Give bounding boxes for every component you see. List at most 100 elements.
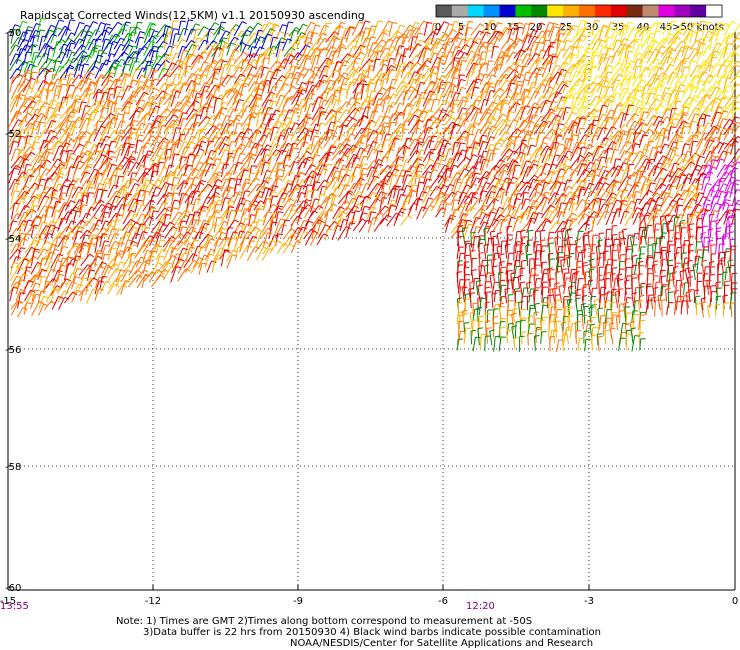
wind-barb bbox=[562, 56, 568, 71]
wind-barb-flag bbox=[633, 39, 639, 43]
wind-barb bbox=[449, 36, 457, 52]
wind-barb-flag bbox=[555, 64, 561, 68]
wind-barb-flag bbox=[673, 118, 679, 121]
wind-barb-flag bbox=[684, 45, 691, 48]
wind-barb-flag bbox=[436, 41, 442, 44]
wind-barb-flag bbox=[474, 86, 480, 89]
wind-barb-flag bbox=[310, 103, 316, 106]
wind-barb bbox=[548, 64, 557, 80]
wind-barb-flag bbox=[216, 97, 222, 100]
wind-barb-flag bbox=[389, 146, 395, 148]
wind-barb-flag bbox=[477, 107, 483, 111]
wind-barb-flag bbox=[273, 100, 279, 104]
wind-barb-flag bbox=[245, 182, 251, 185]
wind-barb bbox=[332, 143, 341, 156]
wind-barb-flag bbox=[370, 36, 377, 39]
wind-barb bbox=[191, 106, 202, 120]
wind-barb-flag bbox=[20, 48, 26, 51]
wind-barb bbox=[9, 141, 14, 156]
wind-barb-flag bbox=[463, 99, 468, 103]
wind-barb-flag bbox=[58, 183, 64, 187]
wind-barb-flag bbox=[497, 182, 503, 186]
wind-barb-flag bbox=[277, 79, 283, 82]
wind-barb-flag bbox=[635, 38, 641, 41]
wind-barb bbox=[611, 82, 620, 98]
wind-barb-flag bbox=[186, 95, 191, 100]
wind-barb bbox=[275, 83, 285, 99]
wind-barb-flag bbox=[687, 73, 693, 77]
wind-barb-flag bbox=[518, 73, 524, 77]
wind-barb-flag bbox=[253, 104, 259, 107]
wind-barb bbox=[184, 113, 195, 128]
wind-barb-flag bbox=[35, 80, 41, 83]
wind-barb-flag bbox=[362, 173, 368, 176]
wind-barb-flag bbox=[415, 27, 421, 31]
wind-barb-flag bbox=[153, 50, 159, 53]
wind-barb bbox=[367, 110, 374, 126]
wind-barb-flag bbox=[715, 74, 720, 78]
wind-barb-flag bbox=[66, 119, 72, 123]
wind-barb-flag bbox=[258, 88, 264, 91]
wind-barb-flag bbox=[95, 29, 101, 33]
wind-barb bbox=[360, 68, 370, 80]
wind-barb bbox=[143, 28, 151, 44]
wind-barb-flag bbox=[326, 57, 332, 62]
wind-barb bbox=[226, 36, 235, 49]
wind-barb-flag bbox=[585, 77, 591, 81]
wind-barb-flag bbox=[611, 43, 617, 47]
wind-barb bbox=[549, 92, 558, 108]
wind-barb bbox=[513, 136, 517, 150]
wind-barb-flag bbox=[151, 126, 158, 129]
wind-barb bbox=[373, 124, 382, 135]
wind-barb-flag bbox=[719, 21, 725, 26]
wind-barb-flag bbox=[208, 30, 214, 35]
wind-barb bbox=[73, 44, 83, 57]
wind-barb bbox=[261, 22, 270, 35]
wind-barb bbox=[254, 54, 261, 70]
wind-barb bbox=[211, 47, 218, 64]
wind-barb-flag bbox=[271, 170, 277, 173]
wind-barb bbox=[731, 75, 737, 92]
wind-barb-flag bbox=[512, 176, 518, 180]
wind-barb-flag bbox=[306, 58, 312, 60]
wind-barb-flag bbox=[723, 110, 729, 113]
wind-barb bbox=[317, 57, 328, 72]
wind-barb-flag bbox=[699, 155, 705, 159]
wind-barb-flag bbox=[369, 100, 375, 102]
wind-barb bbox=[485, 101, 493, 114]
wind-barb-flag bbox=[456, 178, 462, 181]
wind-barb bbox=[24, 127, 31, 142]
wind-barb bbox=[373, 115, 381, 128]
wind-barb bbox=[127, 127, 133, 142]
wind-barb bbox=[198, 122, 209, 136]
wind-barb bbox=[183, 141, 192, 156]
wind-barb bbox=[316, 79, 325, 91]
wind-barb bbox=[143, 60, 149, 72]
wind-barb bbox=[429, 52, 435, 64]
wind-barb-flag bbox=[203, 90, 209, 93]
wind-barb-flag bbox=[301, 185, 307, 188]
wind-barb-flag bbox=[201, 180, 207, 183]
wind-barb-flag bbox=[399, 102, 405, 106]
wind-barb bbox=[135, 74, 142, 86]
wind-barb bbox=[29, 30, 36, 43]
wind-barb bbox=[618, 91, 627, 106]
wind-barb-flag bbox=[624, 87, 630, 91]
legend-border bbox=[435, 4, 723, 18]
wind-barb-flag bbox=[174, 153, 180, 156]
wind-barb-flag bbox=[693, 86, 699, 89]
wind-barb-flag bbox=[63, 185, 69, 188]
wind-barb-flag bbox=[557, 135, 563, 137]
wind-barb-flag bbox=[303, 67, 309, 72]
wind-barb bbox=[240, 140, 250, 155]
wind-barb-flag bbox=[720, 177, 726, 180]
wind-barb-flag bbox=[343, 124, 349, 127]
wind-barb bbox=[10, 73, 19, 85]
wind-barb-flag bbox=[264, 161, 270, 164]
wind-barb-flag bbox=[414, 71, 420, 74]
wind-barb bbox=[470, 37, 479, 49]
wind-barb bbox=[521, 32, 528, 44]
wind-barb-flag bbox=[306, 37, 312, 40]
wind-barb-flag bbox=[522, 129, 528, 133]
